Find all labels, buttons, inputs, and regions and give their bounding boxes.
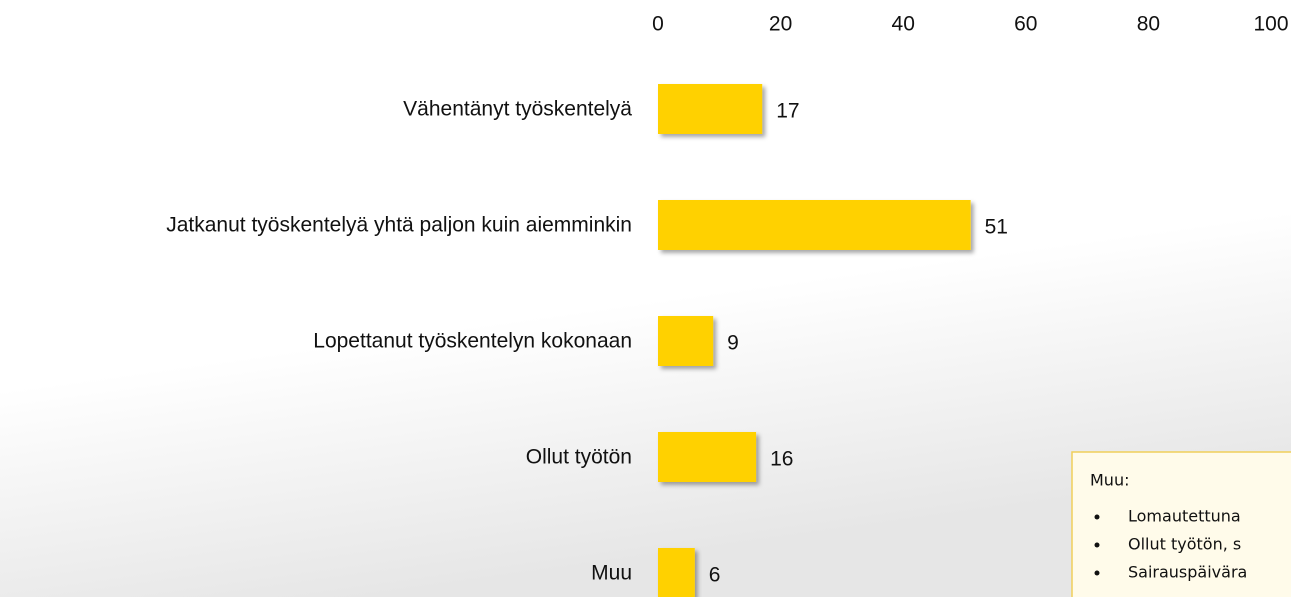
- x-tick-label: 60: [1014, 13, 1037, 36]
- x-tick-label: 40: [892, 13, 915, 36]
- bar: [658, 200, 971, 250]
- bullet: [1094, 570, 1100, 576]
- value-label: 9: [727, 332, 739, 355]
- y-tick-label: Muu: [591, 562, 632, 585]
- bar: [658, 84, 763, 134]
- value-label: 6: [709, 564, 721, 587]
- x-tick-label: 100: [1253, 13, 1288, 36]
- y-tick-label: Ollut työtön: [526, 446, 632, 469]
- note-item: Sairauspäivära: [1128, 563, 1247, 582]
- y-tick-label: Vähentänyt työskentelyä: [403, 98, 632, 121]
- y-tick-label: Lopettanut työskentelyn kokonaan: [313, 330, 632, 353]
- x-tick-label: 0: [652, 13, 664, 36]
- bullet: [1094, 542, 1100, 548]
- x-tick-label: 80: [1137, 13, 1160, 36]
- note-title: Muu:: [1090, 471, 1129, 490]
- bar: [658, 316, 714, 366]
- bullet: [1094, 514, 1100, 520]
- bar: [658, 432, 757, 482]
- note-item: Lomautettuna: [1128, 507, 1241, 526]
- value-label: 51: [985, 216, 1008, 239]
- y-tick-label: Jatkanut työskentelyä yhtä paljon kuin a…: [166, 214, 632, 237]
- value-label: 17: [776, 100, 799, 123]
- note-box: [1071, 451, 1291, 597]
- x-tick-label: 20: [769, 13, 792, 36]
- note-item: Ollut työtön, s: [1128, 535, 1241, 554]
- bar: [658, 548, 695, 597]
- value-label: 16: [770, 448, 793, 471]
